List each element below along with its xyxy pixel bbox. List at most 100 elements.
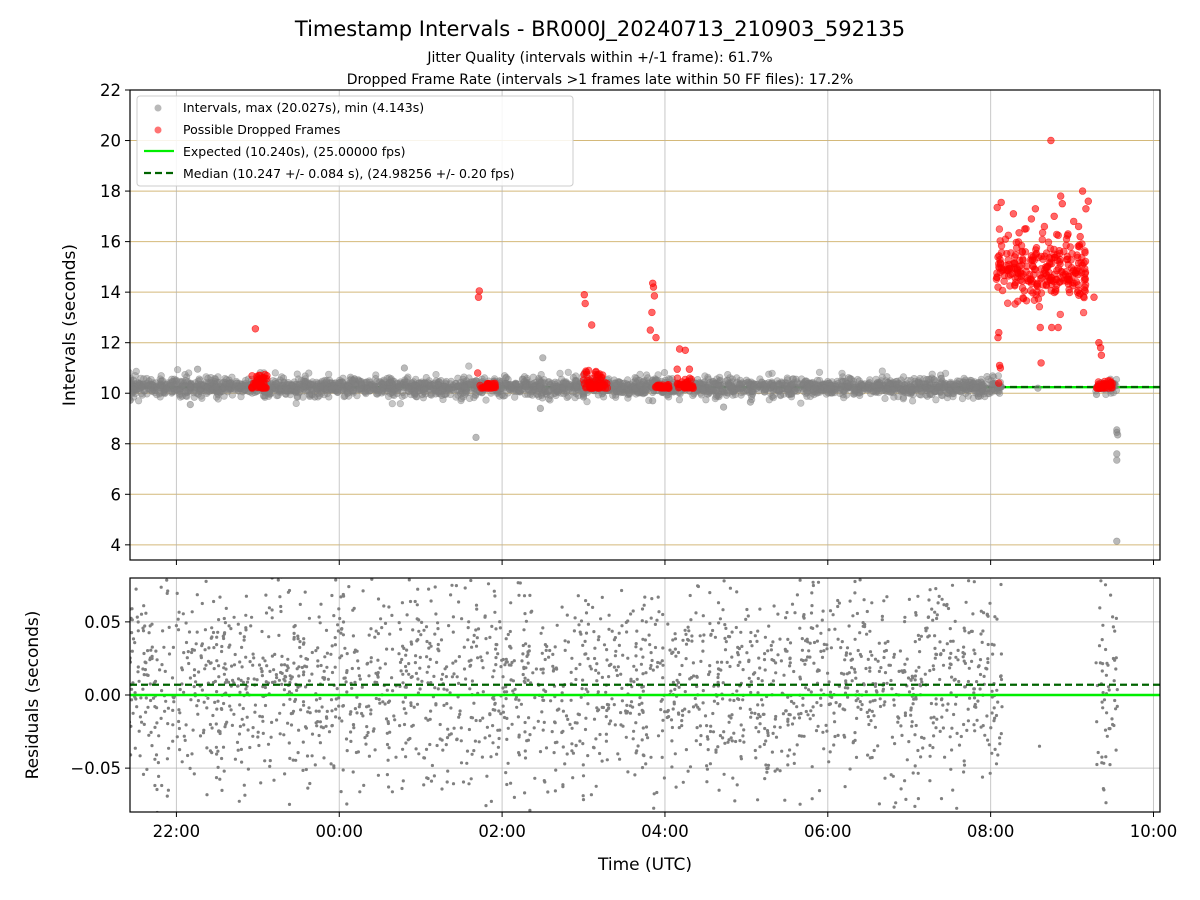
- residual-point: [673, 632, 677, 636]
- residual-point: [819, 649, 823, 654]
- residual-point: [899, 567, 902, 570]
- interval-point: [460, 383, 468, 391]
- residual-point: [118, 674, 121, 677]
- residual-point: [299, 708, 303, 712]
- residual-point: [358, 677, 362, 681]
- residual-point: [816, 580, 821, 584]
- residual-point: [466, 626, 470, 630]
- residual-point: [551, 664, 555, 668]
- residual-point: [892, 652, 897, 657]
- dropped-frame-point: [1030, 296, 1039, 304]
- residual-point: [176, 628, 181, 632]
- residual-point: [632, 729, 636, 733]
- residual-point: [624, 620, 628, 625]
- residual-point: [739, 757, 744, 761]
- interval-point: [347, 384, 355, 392]
- residual-point: [649, 651, 653, 655]
- interval-point: [122, 387, 129, 394]
- residual-point: [568, 722, 572, 727]
- dropped-frame-point: [1029, 263, 1037, 271]
- dropped-frame-point: [1039, 281, 1047, 289]
- interval-point: [573, 382, 581, 390]
- residual-point: [905, 657, 909, 661]
- dropped-frame-point: [993, 269, 1001, 277]
- residual-point: [415, 639, 419, 643]
- residual-point: [607, 722, 611, 726]
- residual-point: [868, 756, 872, 760]
- residual-point: [401, 747, 405, 751]
- residual-point: [771, 640, 775, 644]
- residual-point: [468, 687, 472, 691]
- residual-point: [276, 578, 280, 582]
- residual-point: [687, 629, 691, 633]
- dropped-frame-point: [1058, 200, 1067, 208]
- residual-point: [248, 660, 252, 664]
- residual-point: [237, 799, 241, 803]
- interval-point: [1114, 431, 1122, 439]
- residual-point: [139, 612, 144, 616]
- interval-point: [115, 374, 122, 381]
- residual-point: [733, 799, 737, 803]
- residual-point: [350, 686, 354, 690]
- residual-point: [986, 660, 990, 665]
- residual-point: [940, 597, 944, 601]
- residual-point: [757, 730, 761, 734]
- residual-point: [570, 742, 574, 746]
- dropped-frame-point: [1009, 210, 1018, 218]
- residual-point: [853, 637, 857, 641]
- residual-point: [955, 806, 959, 810]
- residual-point: [494, 656, 498, 660]
- interval-point: [654, 371, 662, 379]
- residual-point: [614, 668, 619, 672]
- residual-point: [804, 709, 808, 714]
- residual-point: [509, 601, 513, 605]
- residual-point: [251, 663, 255, 667]
- interval-point: [466, 394, 474, 403]
- residual-point: [620, 699, 625, 703]
- residual-point: [904, 797, 908, 802]
- residual-point: [171, 723, 175, 727]
- interval-point: [742, 376, 751, 384]
- residual-point: [167, 652, 172, 656]
- residual-point: [968, 696, 972, 700]
- legend-dropped-label: Possible Dropped Frames: [183, 122, 340, 137]
- residual-point: [771, 679, 776, 683]
- residual-point: [913, 733, 917, 737]
- residual-point: [939, 797, 944, 801]
- residual-point: [502, 690, 507, 694]
- residual-point: [800, 637, 804, 641]
- residual-point: [633, 773, 637, 777]
- residual-point: [134, 587, 138, 591]
- residual-point: [493, 594, 497, 598]
- interval-point: [123, 384, 130, 391]
- dropped-frame-point: [996, 364, 1005, 372]
- residual-point: [593, 656, 597, 661]
- residual-point: [917, 665, 921, 669]
- residual-point: [215, 643, 219, 647]
- residual-point: [501, 686, 505, 690]
- interval-point: [529, 380, 537, 388]
- residual-point: [126, 670, 129, 673]
- residual-point: [287, 588, 292, 593]
- residual-point: [935, 616, 939, 621]
- residual-point: [711, 628, 715, 633]
- residual-point: [734, 739, 738, 744]
- residual-point: [663, 710, 667, 714]
- residual-point: [422, 628, 426, 632]
- residual-point: [205, 793, 209, 797]
- residual-point: [634, 668, 639, 672]
- residual-point: [352, 726, 356, 730]
- residual-point: [376, 597, 381, 601]
- residual-point: [357, 705, 361, 709]
- residual-point: [780, 749, 784, 753]
- residual-point: [949, 639, 953, 643]
- residual-point: [594, 784, 598, 788]
- residual-point: [222, 616, 226, 621]
- interval-point: [185, 369, 193, 377]
- residual-point: [928, 743, 932, 748]
- residual-point: [811, 583, 816, 588]
- interval-point: [649, 397, 657, 405]
- residual-point: [858, 700, 862, 704]
- residual-point: [673, 687, 677, 692]
- residual-point: [138, 715, 142, 719]
